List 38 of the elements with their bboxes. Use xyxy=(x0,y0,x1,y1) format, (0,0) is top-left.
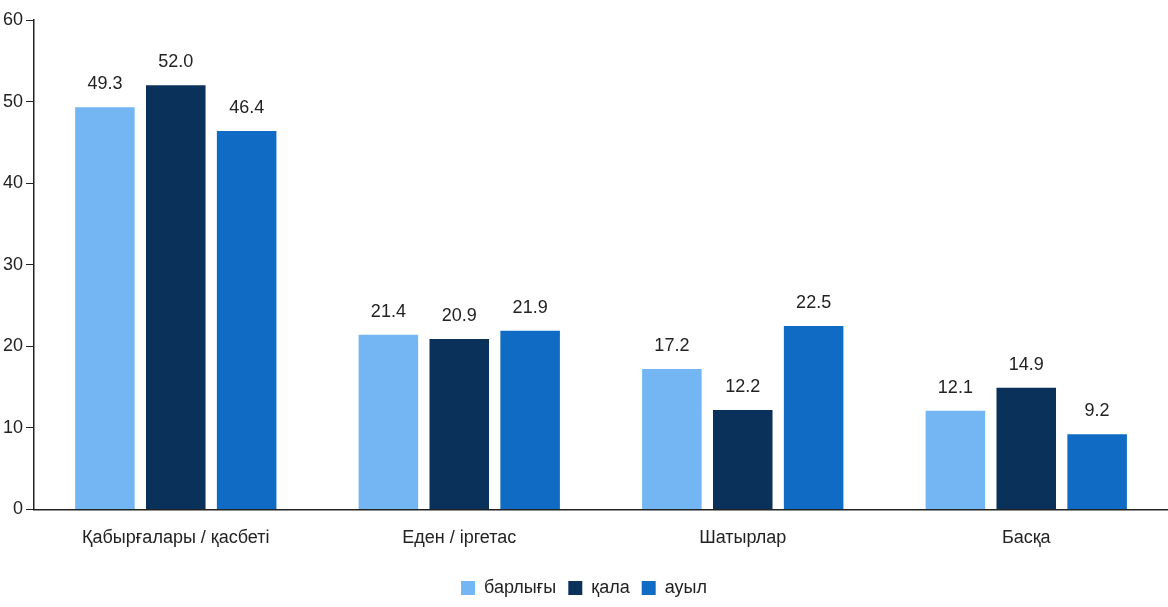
bar xyxy=(146,85,206,509)
x-tick-label: Басқа xyxy=(1001,527,1052,548)
y-tick-label: 10 xyxy=(2,416,24,437)
data-label: 49.3 xyxy=(87,73,123,94)
x-tick-label: Еден / іргетас xyxy=(402,527,517,548)
bar xyxy=(500,330,560,509)
bar xyxy=(996,387,1057,509)
bar xyxy=(642,369,702,509)
bar xyxy=(358,334,419,509)
data-label: 22.5 xyxy=(796,291,832,312)
y-tick-label: 0 xyxy=(13,498,24,519)
legend-label: қала xyxy=(591,576,631,597)
data-label: 21.4 xyxy=(370,300,406,321)
data-label: 12.2 xyxy=(725,375,761,396)
data-label: 46.4 xyxy=(229,96,265,117)
data-label: 20.9 xyxy=(441,304,477,325)
data-label: 17.2 xyxy=(654,335,690,356)
bar xyxy=(783,325,844,509)
bar xyxy=(216,130,277,509)
y-tick-label: 20 xyxy=(2,335,24,356)
bar xyxy=(75,107,135,509)
y-tick-label: 60 xyxy=(2,8,24,29)
bar xyxy=(429,338,490,509)
data-label: 12.1 xyxy=(937,376,973,397)
data-label: 9.2 xyxy=(1084,400,1110,421)
data-label: 21.9 xyxy=(512,296,548,317)
y-tick-label: 50 xyxy=(2,90,24,111)
x-tick-label: Шатырлар xyxy=(699,527,787,548)
legend-label: ауыл xyxy=(664,576,707,597)
y-tick-label: 30 xyxy=(2,253,24,274)
y-tick-label: 40 xyxy=(2,172,24,193)
data-label: 52.0 xyxy=(158,51,194,72)
bar xyxy=(925,410,986,509)
bar xyxy=(712,409,773,509)
data-label: 14.9 xyxy=(1008,353,1044,374)
x-tick-label: Қабырғалары / қасбеті xyxy=(82,527,270,548)
legend-label: барлығы xyxy=(484,576,557,597)
bar xyxy=(1067,434,1127,509)
